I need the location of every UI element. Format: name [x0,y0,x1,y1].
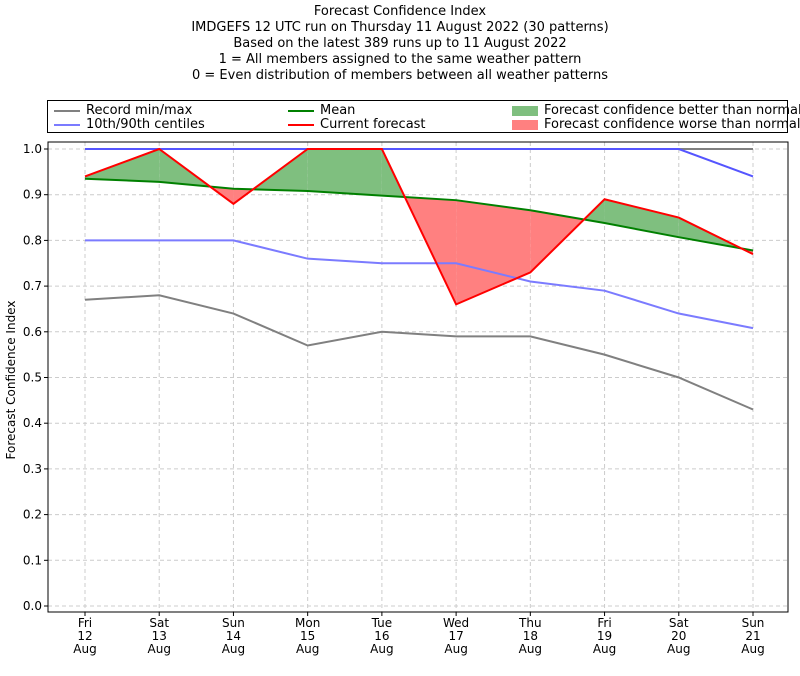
y-tick-label: 0.2 [23,508,42,522]
series-line-mean [84,177,754,252]
x-tick-label: Aug [741,642,764,656]
y-tick-label: 0.5 [23,371,42,385]
y-tick-label: 0.1 [23,553,42,567]
x-tick-label: Aug [370,642,393,656]
legend-item-better: Forecast confidence better than normal [512,103,800,118]
fill-better-than-normal [307,149,382,196]
x-tick-label: 13 [152,629,167,643]
x-tick-label: Aug [148,642,171,656]
x-tick-label: Fri [597,616,611,630]
x-tick-label: 21 [745,629,760,643]
y-tick-label: 0.9 [23,188,42,202]
series-line-p10 [85,239,754,330]
legend-label-better: Forecast confidence better than normal [544,103,800,118]
x-tick-label: Wed [443,616,469,630]
x-tick-label: Aug [296,642,319,656]
x-tick-label: 14 [226,629,241,643]
legend-swatch-centiles [54,123,80,126]
y-tick-label: 1.0 [23,142,42,156]
x-tick-label: Mon [295,616,320,630]
fill-better-than-normal [604,199,679,238]
x-tick-label: Thu [518,616,542,630]
x-tick-label: Aug [667,642,690,656]
legend-item-record: Record min/max [54,103,192,118]
legend-label-worse: Forecast confidence worse than normal [544,117,800,132]
fill-better-than-normal [85,149,160,182]
legend-item-centiles: 10th/90th centiles [54,117,205,132]
legend-label-mean: Mean [320,103,356,118]
series-line-current [84,147,754,306]
legend-swatch-record [54,109,80,112]
x-tick-label: Aug [593,642,616,656]
chart-subtitle-run: IMDGEFS 12 UTC run on Thursday 11 August… [191,20,609,35]
x-axis-ticks: Fri12AugSat13AugSun14AugMon15AugTue16Aug… [73,612,765,656]
x-tick-label: Fri [78,616,92,630]
series-lines [84,147,754,411]
legend-label-record: Record min/max [86,103,193,118]
x-tick-label: Sun [742,616,765,630]
x-tick-label: 17 [448,629,463,643]
legend-item-worse: Forecast confidence worse than normal [512,117,800,132]
legend-swatch-worse [512,119,538,130]
x-tick-label: Sun [222,616,245,630]
chart-subtitle-one: 1 = All members assigned to the same wea… [218,52,582,67]
legend-item-current: Current forecast [288,117,426,132]
chart-subtitle-zero: 0 = Even distribution of members between… [191,68,609,83]
legend-swatch-current [288,123,314,126]
series-line-record-min [84,294,754,411]
x-tick-label: 16 [374,629,389,643]
legend: Record min/max 10th/90th centiles Mean C… [47,100,800,133]
legend-label-current: Current forecast [320,117,426,132]
y-tick-label: 0.4 [23,416,42,430]
x-tick-label: 15 [300,629,315,643]
x-tick-label: Aug [73,642,96,656]
y-tick-label: 0.3 [23,462,42,476]
x-tick-label: 19 [597,629,612,643]
x-tick-label: Aug [222,642,245,656]
legend-item-mean: Mean [288,103,355,118]
y-tick-label: 0.0 [23,599,42,613]
x-tick-label: Tue [371,616,393,630]
y-tick-label: 0.6 [23,325,42,339]
legend-swatch-better [512,105,538,116]
y-axis-ticks: 0.0 0.1 0.2 0.3 0.4 0.5 0.6 0.7 0.8 0.9 1.0 [23,142,48,613]
series-line-p90 [85,148,754,178]
chart-title: Forecast Confidence Index [313,4,487,19]
y-tick-label: 0.8 [23,233,42,247]
legend-label-centiles: 10th/90th centiles [86,117,205,132]
fill-worse-than-normal [530,210,585,273]
x-tick-label: Sat [149,616,169,630]
x-tick-label: 12 [77,629,92,643]
y-tick-label: 0.7 [23,279,42,293]
x-tick-label: 20 [671,629,686,643]
y-axis-label: Forecast Confidence Index [4,301,18,460]
chart-titles: Forecast Confidence Index IMDGEFS 12 UTC… [0,4,800,84]
legend-swatch-mean [288,109,314,112]
x-tick-label: Aug [444,642,467,656]
fill-worse-than-normal [456,200,531,305]
x-tick-label: 18 [523,629,538,643]
x-tick-label: Aug [519,642,542,656]
x-tick-label: Sat [669,616,689,630]
chart-subtitle-runs: Based on the latest 389 runs up to 11 Au… [233,36,567,51]
